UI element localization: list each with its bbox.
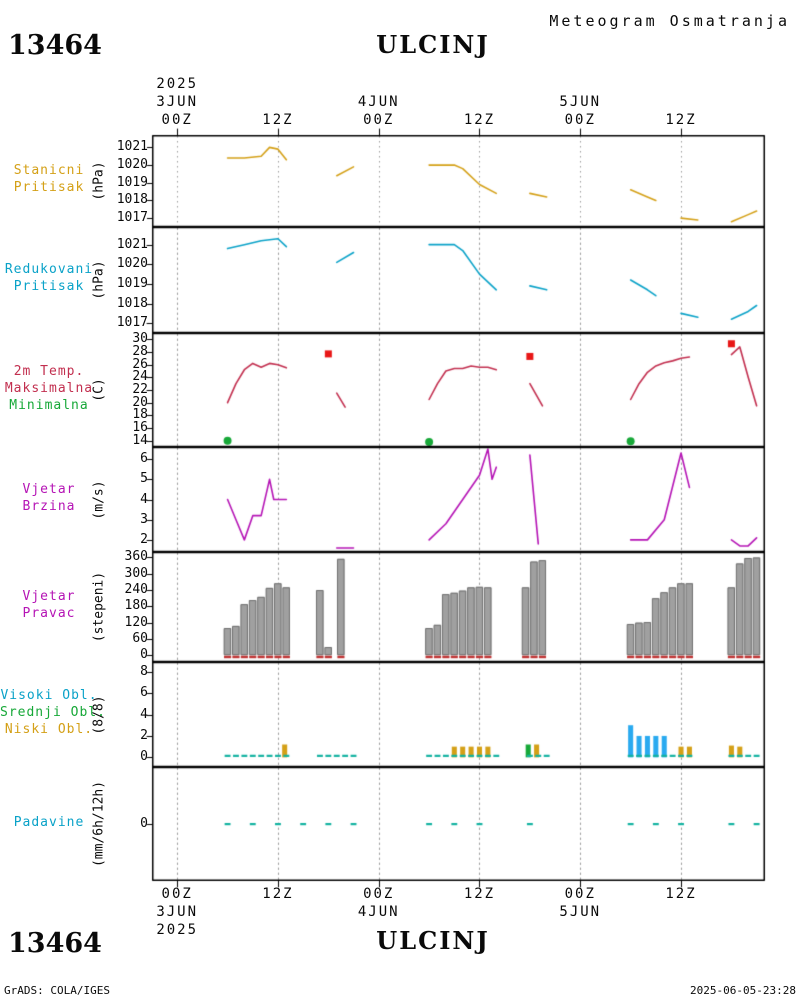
- y-tick-label: 180: [124, 598, 148, 614]
- panel-label-stanicni-pritisak: Pritisak: [13, 180, 85, 195]
- y-tick-label: 120: [124, 614, 148, 630]
- y-tick-label: 4: [140, 491, 148, 507]
- page-title-top: ULCINJ: [376, 30, 490, 59]
- y-tick-label: 1021: [116, 139, 148, 155]
- y-tick-label: 6: [140, 451, 148, 467]
- y-tick-label: 2: [140, 531, 148, 547]
- panel-unit-label-oblacnost: (8/8): [91, 694, 107, 735]
- time-tick-label-top: 12Z: [463, 112, 496, 128]
- y-tick-label: 20: [132, 394, 148, 410]
- date-label-bottom: 4JUN: [357, 904, 400, 920]
- time-tick-label-top: 12Z: [262, 112, 294, 128]
- y-tick-label: 1021: [116, 236, 148, 252]
- time-tick-label-bottom: 00Z: [363, 886, 395, 902]
- time-tick-label-top: 12Z: [665, 112, 697, 128]
- panel-label-vjetar-brzina: Vjetar: [22, 481, 76, 497]
- panel-label-padavine: Padavine: [13, 814, 85, 830]
- y-tick-label: 1018: [116, 295, 148, 311]
- y-tick-label: 360: [124, 549, 148, 565]
- panel-unit-label-padavine: (mm/6h/12h): [91, 780, 107, 868]
- y-tick-label: 1018: [116, 192, 148, 208]
- y-tick-label: 300: [124, 565, 148, 581]
- time-tick-label-bottom: 12Z: [665, 886, 697, 902]
- panel-unit-label-vjetar-brzina: (m/s): [91, 479, 107, 520]
- y-tick-label: 1019: [116, 275, 148, 291]
- meteogram-canvas: [140, 127, 770, 890]
- station-id-top: 13464: [8, 30, 102, 61]
- y-tick-label: 16: [132, 420, 148, 435]
- y-tick-label: 1020: [116, 157, 148, 173]
- panel-unit-label-temperatura-2m: (C): [91, 378, 107, 402]
- time-tick-label-top: 00Z: [161, 112, 193, 128]
- y-tick-label: 240: [124, 582, 148, 598]
- time-tick-label-top: 00Z: [363, 112, 395, 128]
- y-tick-label: 1019: [116, 174, 148, 190]
- grads-credit: GrADS: COLA/IGES: [4, 984, 110, 997]
- y-tick-label: 6: [140, 685, 148, 701]
- date-label-top: 5JUN: [559, 94, 602, 110]
- y-tick-label: 0: [140, 816, 148, 831]
- date-label-bottom: 5JUN: [559, 904, 602, 920]
- panel-label-temperatura-2m: Maksimalna: [4, 380, 94, 396]
- panel-label-vjetar-brzina: Brzina: [22, 498, 76, 514]
- y-tick-label: 14: [132, 432, 148, 448]
- panel-label-stanicni-pritisak: Stanicni: [13, 163, 85, 178]
- y-tick-label: 1020: [116, 256, 148, 272]
- y-tick-label: 22: [132, 382, 148, 397]
- y-tick-label: 24: [132, 369, 148, 385]
- y-tick-label: 60: [132, 630, 148, 646]
- time-tick-label-top: 00Z: [564, 112, 596, 128]
- y-tick-label: 1017: [116, 210, 148, 226]
- panel-label-redukovani-pritisak: Pritisak: [13, 279, 85, 294]
- y-tick-label: 3: [140, 511, 148, 527]
- panel-unit-label-vjetar-pravac: (stepeni): [91, 571, 107, 643]
- y-tick-label: 28: [132, 344, 148, 359]
- y-tick-label: 0: [140, 749, 148, 765]
- panel-unit-label-stanicni-pritisak: (hPa): [91, 161, 107, 201]
- date-label-top: 4JUN: [357, 94, 400, 110]
- meteogram-subtitle: Meteogram Osmatranja: [549, 12, 790, 30]
- y-tick-label: 18: [132, 407, 148, 423]
- panel-label-oblacnost: Visoki Obl.: [0, 688, 98, 703]
- panel-label-vjetar-pravac: Vjetar: [22, 589, 76, 604]
- y-tick-label: 5: [140, 471, 148, 487]
- time-tick-label-bottom: 00Z: [161, 886, 193, 902]
- panel-label-temperatura-2m: Minimalna: [9, 397, 89, 413]
- time-tick-label-bottom: 00Z: [564, 886, 596, 902]
- y-tick-label: 0: [140, 647, 148, 663]
- panel-label-oblacnost: Niski Obl.: [4, 722, 94, 737]
- station-id-bottom: 13464: [8, 928, 102, 959]
- page-title-bottom: ULCINJ: [376, 926, 490, 955]
- date-label-top: 3JUN: [156, 94, 199, 110]
- panel-label-vjetar-pravac: Pravac: [22, 606, 76, 621]
- year-label-bottom: 2025: [156, 922, 199, 938]
- time-tick-label-bottom: 12Z: [262, 886, 294, 902]
- time-tick-label-bottom: 12Z: [463, 886, 496, 902]
- panel-label-redukovani-pritisak: Redukovani: [4, 262, 94, 277]
- year-label-top: 2025: [156, 76, 199, 92]
- y-tick-label: 2: [140, 727, 148, 743]
- y-tick-label: 1017: [116, 315, 148, 331]
- y-tick-label: 8: [140, 663, 148, 679]
- y-tick-label: 26: [132, 356, 148, 372]
- panel-label-oblacnost: Srednji Obl.: [0, 705, 106, 720]
- render-timestamp: 2025-06-05-23:28: [690, 984, 796, 997]
- y-tick-label: 30: [132, 331, 148, 347]
- date-label-bottom: 3JUN: [156, 904, 199, 920]
- panel-unit-label-redukovani-pritisak: (hPa): [91, 260, 107, 300]
- y-tick-label: 4: [140, 706, 148, 722]
- panel-label-temperatura-2m: 2m Temp.: [13, 363, 85, 379]
